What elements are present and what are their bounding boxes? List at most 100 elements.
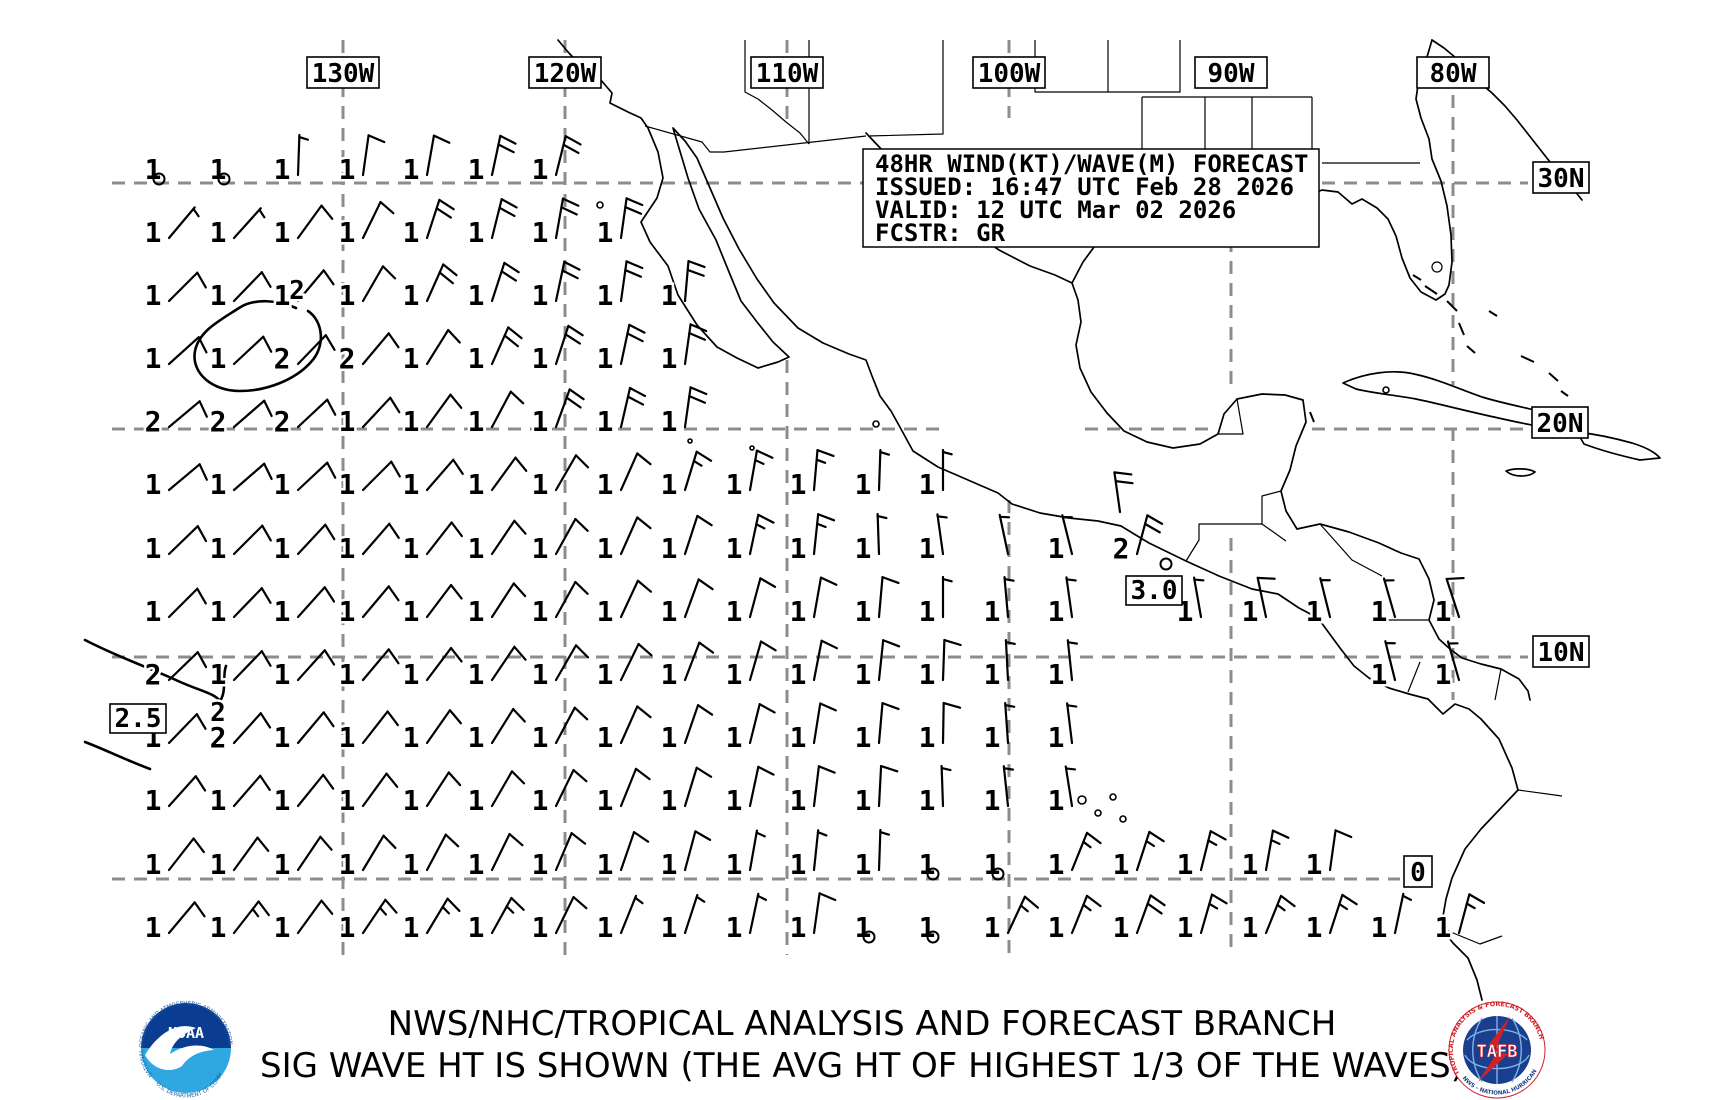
barb-stem: [619, 642, 640, 682]
wave-height-value: 1: [532, 216, 549, 249]
border-path: [1407, 661, 1421, 693]
barb-feather: [1256, 576, 1276, 580]
barb-feather: [386, 710, 399, 727]
barb-feather: [1193, 578, 1205, 582]
wave-height-value: 1: [210, 784, 227, 817]
wave-height-value: 1: [274, 911, 291, 944]
grid-point: 1: [658, 260, 706, 315]
barb-feather: [876, 514, 888, 520]
wave-height-value: 1: [210, 848, 227, 881]
border-path: [867, 40, 944, 137]
barb-feather: [1208, 902, 1219, 910]
wave-height-value: 1: [597, 721, 614, 754]
barb-feather: [385, 772, 399, 788]
wave-height-value: 1: [790, 721, 807, 754]
wave-height-value: 1: [1113, 848, 1130, 881]
grid-point: 1: [787, 892, 837, 947]
grid-point: 1: [723, 765, 775, 820]
grid-point: 1: [529, 197, 580, 252]
barb-stem: [490, 390, 512, 429]
wave-height-value: 2: [145, 405, 162, 438]
barb-stem: [167, 587, 199, 619]
barb-stem: [425, 833, 447, 872]
barb-stem: [619, 894, 638, 935]
grid-point: 1: [1110, 894, 1166, 947]
barb-feather: [261, 524, 272, 542]
barb-stem: [232, 524, 264, 556]
grid-point: 1: [852, 909, 876, 947]
grid-point: 1: [658, 766, 713, 820]
barb-stem: [490, 261, 506, 303]
wave-height-value: 1: [790, 911, 807, 944]
wave-height-value: 1: [855, 532, 872, 565]
barb-stem: [683, 260, 690, 303]
grid-point: 1: [207, 900, 270, 947]
barb-stem: [1135, 830, 1151, 872]
grid-point: 1: [400, 263, 458, 315]
grid-point: 1: [916, 764, 952, 820]
barb-stem: [1070, 831, 1089, 872]
grid-point: 1: [1432, 893, 1486, 947]
grid-point: 1: [142, 901, 206, 947]
barb-feather: [632, 831, 650, 843]
island-dot: [1094, 809, 1102, 817]
wave-height-value: 1: [984, 911, 1001, 944]
grid-point: 1: [336, 134, 386, 189]
wave-height-value: 1: [726, 658, 743, 691]
wave-height-value: 1: [274, 216, 291, 249]
longitude-label-frame: [306, 56, 380, 89]
wave-height-value: 1: [403, 721, 420, 754]
barb-stem: [361, 396, 392, 429]
grid-point: 1: [271, 269, 335, 315]
title-box: 48HR WIND(KT)/WAVE(M) FORECAST ISSUED: 1…: [862, 148, 1320, 248]
grid-point: 1: [981, 576, 1015, 631]
wave-height-value: 1: [790, 784, 807, 817]
wave-height-value: 1: [726, 721, 743, 754]
barb-feather: [387, 648, 400, 665]
grid-point: 1: [271, 899, 334, 947]
barb-stem: [683, 450, 698, 492]
barb-stem: [683, 704, 700, 745]
small-island: [1424, 285, 1438, 295]
barb-stem: [232, 335, 265, 366]
wave-height-value: 1: [403, 342, 420, 375]
barb-feather: [692, 459, 703, 467]
wave-height-value: 1: [468, 279, 485, 312]
barb-feather: [818, 892, 837, 902]
grid-point: 1: [594, 452, 652, 504]
wave-height-value: 1: [532, 532, 549, 565]
wave-height-value: 1: [145, 911, 162, 944]
barb-stem: [232, 774, 262, 808]
barb-stem: [167, 336, 200, 366]
barb-feather: [689, 323, 708, 333]
grid-point: 1: [723, 703, 776, 757]
contour-max-label: 3.0: [1131, 576, 1178, 606]
grid-point: 1: [1045, 831, 1102, 884]
grid-point: 1: [400, 393, 463, 441]
barb-feather: [1145, 839, 1156, 848]
wave-height-value: 1: [1242, 911, 1259, 944]
barb-feather: [387, 585, 400, 602]
barb-stem: [167, 463, 201, 492]
barb-feather: [367, 134, 386, 144]
grid-point: 1: [465, 134, 517, 189]
island-dot: [1077, 795, 1087, 805]
wave-height-value: 1: [1048, 595, 1065, 628]
barb-feather: [196, 525, 208, 543]
barb-feather: [198, 400, 208, 418]
barb-feather: [508, 832, 524, 847]
barb-stem: [167, 775, 197, 808]
barb-feather: [1003, 578, 1015, 582]
wave-height-value: 1: [984, 721, 1001, 754]
longitude-label: 130W: [312, 59, 375, 89]
barb-feather: [1146, 514, 1164, 525]
barb-stem: [1393, 892, 1405, 935]
barb-feather: [1210, 893, 1228, 905]
islands: [596, 201, 1569, 823]
contour-value-label: 2: [210, 698, 226, 728]
latitude-label-frame: [1532, 635, 1590, 668]
wave-height-value: 1: [403, 279, 420, 312]
barb-stem: [1328, 893, 1344, 935]
wave-height-value: 1: [339, 595, 356, 628]
small-island: [1488, 310, 1498, 317]
